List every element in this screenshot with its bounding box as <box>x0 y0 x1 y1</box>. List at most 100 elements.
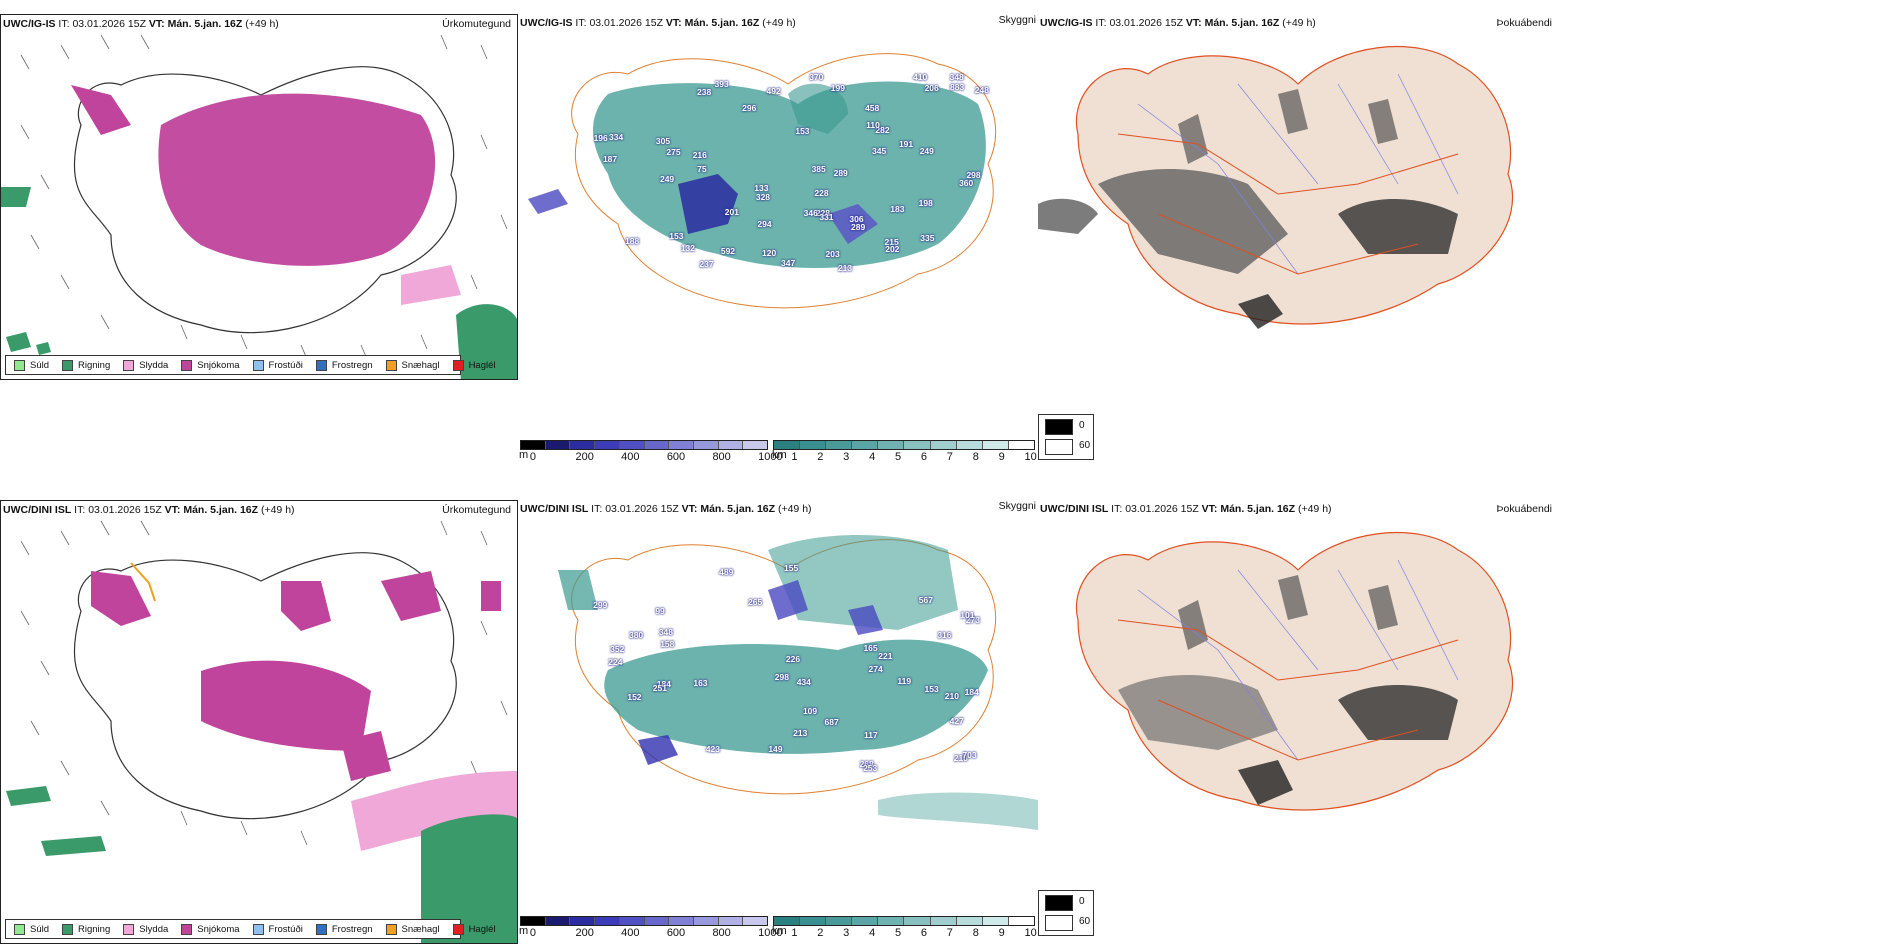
legend-swatch <box>123 923 135 935</box>
cloud-base-value: 567 <box>918 594 933 605</box>
colorbar-tick: 400 <box>621 451 640 463</box>
cloud-base-value: 158 <box>660 639 675 650</box>
legend-item: Frostúði <box>252 923 303 935</box>
colorbar-unit: km <box>772 449 787 461</box>
valid-label: VT: <box>681 503 698 515</box>
cloud-base-value: 184 <box>656 678 671 689</box>
legend-item: Snæhagl <box>385 359 440 371</box>
valid-label: VT: <box>665 17 682 29</box>
legend-label: Frostúði <box>268 359 303 371</box>
init-time: 03.01.2026 15Z <box>605 503 679 515</box>
cloud-base-value: 132 <box>680 242 695 253</box>
colorbar-cells <box>520 916 768 926</box>
cloud-base-value: 155 <box>783 562 799 573</box>
colorbar-ticks: 1 2 3 4 5 6 7 8 9 10 <box>773 450 1036 463</box>
cloud-base-value: 703 <box>962 749 977 760</box>
colorbar-cell <box>852 917 879 925</box>
fog-swatch-light <box>1045 439 1073 455</box>
init-time: 03.01.2026 15Z <box>1109 17 1183 29</box>
colorbar-cell <box>956 441 983 449</box>
legend-label: Súld <box>30 359 50 371</box>
legend-swatch <box>14 359 25 371</box>
colorbar-unit: m <box>519 449 529 461</box>
cloud-base-value: 249 <box>659 174 675 185</box>
colorbar-cell <box>930 917 957 925</box>
legend-label: Slydda <box>139 923 169 935</box>
legend-item: Rigning <box>62 359 110 371</box>
cloud-base-value: 110 <box>866 119 880 130</box>
precip-legend: Súld Rigning Slydda Snjókoma Frostúði Frostre… <box>5 919 496 939</box>
colorbar-cell <box>570 917 596 925</box>
panel-header: UWC/DINI ISL IT: 03.01.2026 15Z VT: Mán.… <box>1040 503 1332 515</box>
colorbar-cell <box>669 441 694 449</box>
valid-label: VT: <box>1185 17 1202 29</box>
colorbar-cell <box>800 441 827 449</box>
cloud-base-value: 492 <box>766 86 781 97</box>
colorbar-tick: 0 <box>529 927 537 939</box>
cloud-panel-row2: UWC/DINI ISL IT: 03.01.2026 15Z VT: Mán.… <box>518 500 1038 866</box>
cloud-base-value: 275 <box>666 147 681 158</box>
colorbar-cell <box>718 917 744 925</box>
colorbar-cell <box>982 917 1009 925</box>
colorbar-cell <box>521 441 546 449</box>
valid-time: Mán. 5.jan. 16Z <box>167 18 243 30</box>
cloud-base-value: 592 <box>720 245 736 256</box>
colorbar-cell <box>904 441 931 449</box>
cloud-base-value: 101 <box>960 609 975 620</box>
colorbar-cell <box>1008 917 1034 925</box>
cloud-base-value: 187 <box>602 153 618 164</box>
legend-label: Snjókoma <box>197 923 240 935</box>
cloud-base-value: 224 <box>608 657 623 668</box>
precip-type-map-row2 <box>6 520 517 943</box>
legend-swatch <box>252 359 264 371</box>
precip-type-panel-row1: UWC/IG-IS IT: 03.01.2026 15Z VT: Mán. 5.… <box>0 14 518 380</box>
cloud-base-value: 213 <box>837 262 853 273</box>
cloud-base-value: 289 <box>851 221 866 232</box>
valid-time: Mán. 5.jan. 16Z <box>1220 503 1296 515</box>
colorbar-cell <box>595 441 620 449</box>
colorbar-cell <box>743 441 768 449</box>
model-name: UWC/DINI ISL <box>3 504 72 516</box>
cloud-base-value: 328 <box>755 192 771 203</box>
cloud-base-value: 202 <box>885 243 900 254</box>
legend-label: Slydda <box>139 359 169 371</box>
cloud-base-colorbar-row1: 0 200 400 600 800 1000 m <box>519 440 783 463</box>
fog-label-low: 0 <box>1079 896 1085 907</box>
legend-swatch <box>62 359 74 371</box>
init-time: 03.01.2026 15Z <box>589 17 663 29</box>
colorbar-tick: 9 <box>998 927 1005 939</box>
cloud-base-value: 191 <box>898 138 914 149</box>
legend-label: Frostregn <box>331 359 373 371</box>
colorbar-cell <box>743 917 768 925</box>
legend-item: Haglél <box>452 359 496 371</box>
legend-label: Snæhagl <box>401 923 440 935</box>
legend-label: Frostúði <box>268 923 303 935</box>
cloud-base-value: 434 <box>796 677 811 688</box>
panel-type-title: Þokuábendi <box>1496 503 1552 515</box>
panel-header: UWC/IG-IS IT: 03.01.2026 15Z VT: Mán. 5.… <box>3 18 279 30</box>
cloud-base-value: 294 <box>757 219 772 230</box>
cloud-base-value: 348 <box>658 626 673 637</box>
colorbar-tick: 1 <box>791 451 798 463</box>
lead-time: (+49 h) <box>762 17 796 29</box>
cloud-base-value: 119 <box>897 676 912 687</box>
colorbar-cell <box>956 917 983 925</box>
legend-item: Frostúði <box>252 359 303 371</box>
cloud-base-value: 458 <box>865 103 880 114</box>
colorbar-cells <box>773 916 1035 926</box>
legend-item: Snjókoma <box>181 923 240 935</box>
colorbar-cell <box>904 917 931 925</box>
colorbar-tick: 800 <box>712 927 731 939</box>
colorbar-cell <box>521 917 546 925</box>
cloud-base-value: 393 <box>714 78 729 89</box>
cloud-base-value: 489 <box>719 566 734 577</box>
lead-time: (+49 h) <box>1282 17 1316 29</box>
colorbar-cell <box>878 917 905 925</box>
colorbar-tick: 600 <box>666 451 686 463</box>
cloud-base-value: 215 <box>884 237 899 248</box>
fog-panel-row1: UWC/IG-IS IT: 03.01.2026 15Z VT: Mán. 5.… <box>1038 14 1558 380</box>
cloud-base-value: 687 <box>824 716 839 727</box>
colorbar-tick: 400 <box>621 927 640 939</box>
cloud-base-value: 316 <box>937 629 952 640</box>
colorbar-tick: 10 <box>1024 927 1037 939</box>
